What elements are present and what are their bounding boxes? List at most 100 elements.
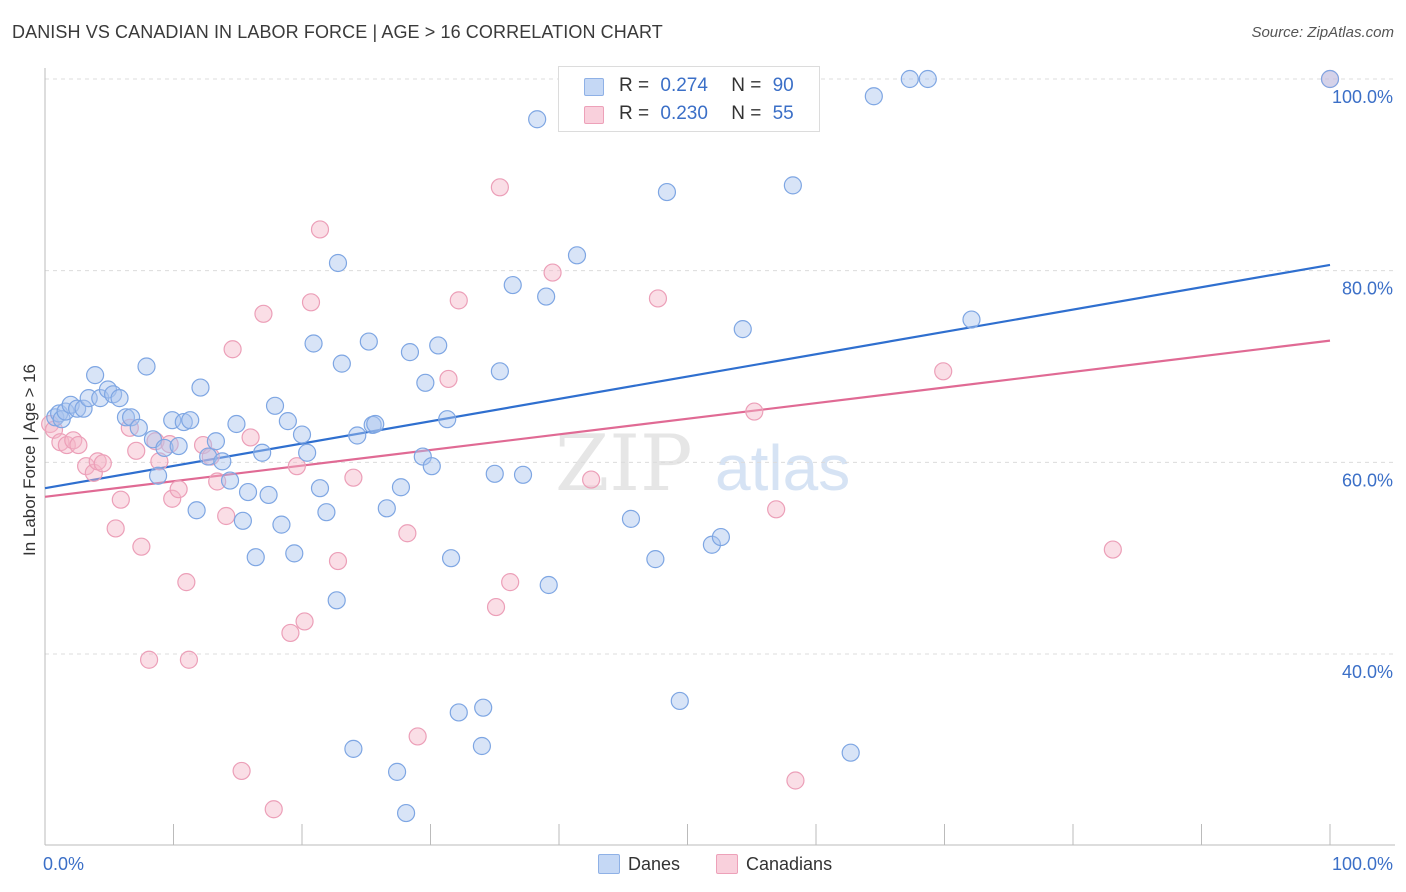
canadians-r-label: R = — [619, 103, 650, 124]
data-point — [132, 537, 151, 556]
data-point — [191, 378, 210, 397]
y-tick-label: 60.0% — [1342, 470, 1393, 490]
data-point — [328, 551, 348, 571]
data-point — [281, 623, 300, 643]
data-point — [1103, 540, 1122, 559]
data-point — [501, 573, 520, 592]
data-point — [110, 389, 129, 408]
data-point — [220, 471, 240, 490]
data-point — [567, 246, 587, 265]
watermark: ZIP atlas — [555, 419, 850, 509]
data-point — [657, 182, 677, 202]
data-point — [304, 334, 323, 353]
data-point — [422, 457, 441, 476]
axes — [44, 68, 1395, 846]
data-point — [68, 399, 87, 418]
legend-item-danes: Danes — [598, 852, 680, 876]
data-point — [344, 468, 363, 487]
danes-r-value: 0.274 — [660, 75, 708, 96]
data-point — [287, 457, 306, 476]
data-points — [41, 69, 1340, 823]
data-point — [106, 519, 125, 538]
data-point — [503, 275, 522, 295]
data-point — [259, 485, 278, 505]
data-point — [264, 800, 283, 819]
data-point — [213, 452, 232, 471]
data-point — [232, 761, 251, 781]
data-point — [233, 511, 252, 530]
data-point — [537, 287, 556, 306]
data-point — [310, 479, 330, 498]
data-point — [163, 411, 182, 430]
trend-lines — [44, 263, 1331, 498]
tick-labels: 40.0% 60.0% 80.0% 100.0% 0.0% 100.0% — [43, 87, 1393, 874]
data-point — [745, 402, 764, 421]
grid-lines — [45, 78, 1395, 655]
canadians-legend-label: Canadians — [746, 854, 833, 874]
trend-line-canadians — [44, 339, 1331, 498]
watermark-zip: ZIP — [555, 419, 693, 509]
data-point — [217, 506, 236, 526]
data-point — [129, 418, 148, 437]
data-point — [272, 515, 291, 534]
data-point — [621, 509, 641, 528]
series-danes — [46, 69, 1340, 823]
data-point — [179, 650, 199, 669]
y-tick-label: 80.0% — [1342, 279, 1393, 299]
data-point — [310, 220, 330, 239]
data-point — [246, 548, 265, 567]
data-point — [344, 739, 363, 758]
data-point — [292, 425, 312, 444]
data-point — [485, 464, 504, 483]
legend-row-danes: R = 0.274 N = 90 — [584, 73, 794, 99]
data-point — [155, 438, 174, 458]
data-point — [490, 178, 509, 197]
data-point — [416, 373, 435, 392]
data-point — [377, 499, 396, 518]
data-point — [1320, 69, 1340, 89]
data-point — [348, 426, 367, 445]
data-point — [646, 550, 665, 569]
data-point — [486, 597, 506, 617]
data-point — [86, 366, 105, 385]
data-point — [539, 575, 558, 595]
danes-r-label: R = — [619, 75, 650, 96]
data-point — [301, 293, 321, 312]
data-point — [490, 362, 509, 381]
danes-swatch — [584, 78, 604, 96]
x-tick-label: 0.0% — [43, 854, 84, 874]
data-point — [223, 340, 242, 359]
data-point — [918, 69, 937, 89]
data-point — [366, 414, 385, 434]
data-point — [864, 87, 883, 106]
data-point — [962, 310, 981, 329]
data-point — [187, 501, 206, 520]
data-point — [648, 289, 668, 308]
data-point — [528, 110, 547, 129]
data-point — [400, 343, 420, 362]
data-point — [199, 447, 218, 466]
data-point — [441, 549, 461, 568]
danes-n-label: N = — [731, 75, 762, 96]
danes-legend-label: Danes — [628, 854, 681, 874]
data-point — [543, 263, 562, 282]
stats-legend: R = 0.274 N = 90 R = 0.230 N = 55 — [558, 66, 820, 132]
data-point — [396, 803, 416, 823]
canadians-n-label: N = — [731, 103, 762, 124]
data-point — [265, 396, 285, 415]
data-point — [900, 69, 919, 89]
data-point — [474, 698, 493, 717]
data-point — [786, 771, 805, 790]
data-point — [285, 544, 304, 563]
data-point — [69, 435, 88, 455]
y-tick-label: 100.0% — [1332, 87, 1393, 107]
data-point — [253, 443, 272, 462]
data-point — [238, 482, 258, 502]
data-point — [472, 736, 491, 756]
data-point — [332, 354, 351, 373]
data-point — [408, 727, 427, 746]
source-label: Source: ZipAtlas.com — [1251, 24, 1394, 41]
danes-n-value: 90 — [772, 75, 794, 96]
data-point — [328, 253, 348, 273]
